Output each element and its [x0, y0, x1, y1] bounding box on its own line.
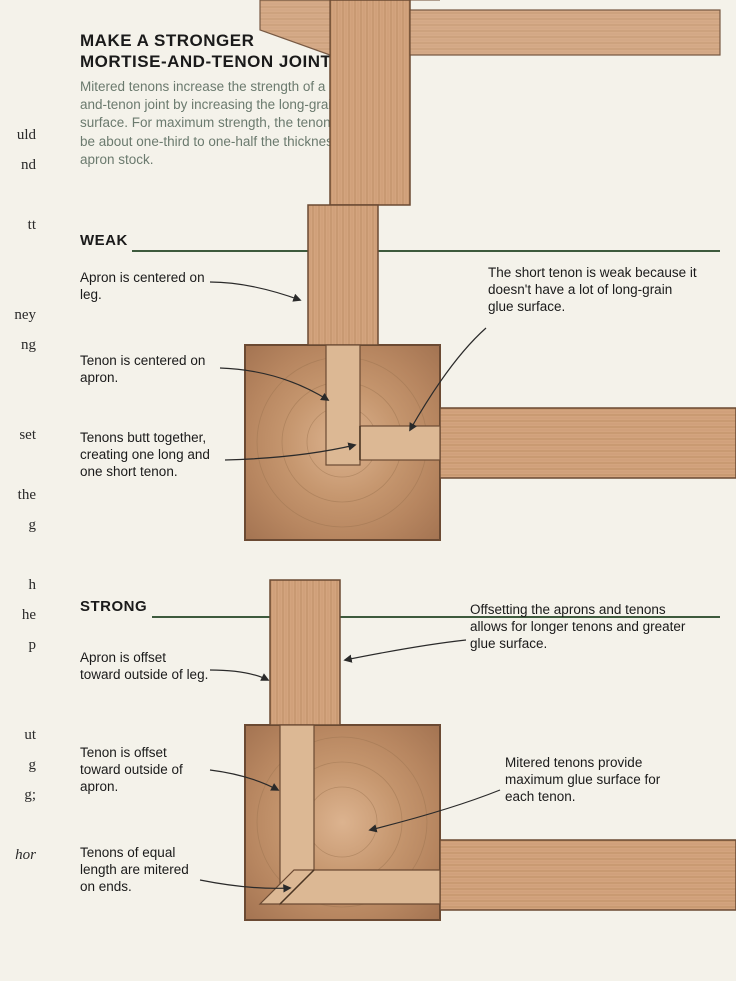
annot-apron-centered: Apron is centered on leg.	[80, 270, 210, 304]
weak-cross-section	[245, 205, 736, 540]
annot-mitered: Mitered tenons provide maximum glue surf…	[505, 755, 685, 806]
annot-apron-offset: Apron is offset toward outside of leg.	[80, 650, 210, 684]
annot-equal-length: Tenons of equal length are mitered on en…	[80, 845, 200, 896]
weak-label: WEAK	[80, 232, 128, 249]
page-title: MAKE A STRONGER MORTISE-AND-TENON JOINT	[80, 30, 331, 73]
annot-tenon-offset: Tenon is offset toward outside of apron.	[80, 745, 210, 796]
annot-tenons-butt: Tenons butt together, creating one long …	[80, 430, 225, 481]
intro-text: Mitered tenons increase the strength of …	[80, 78, 380, 169]
annot-short-tenon: The short tenon is weak because it doesn…	[488, 265, 698, 316]
cutoff-text-col: uld nd tt ney ng set the g h he p ut g g…	[2, 120, 36, 870]
annot-offsetting: Offsetting the aprons and tenons allows …	[470, 602, 690, 653]
weak-rule	[132, 250, 720, 252]
annot-tenon-centered: Tenon is centered on apron.	[80, 353, 220, 387]
strong-label: STRONG	[80, 598, 147, 615]
